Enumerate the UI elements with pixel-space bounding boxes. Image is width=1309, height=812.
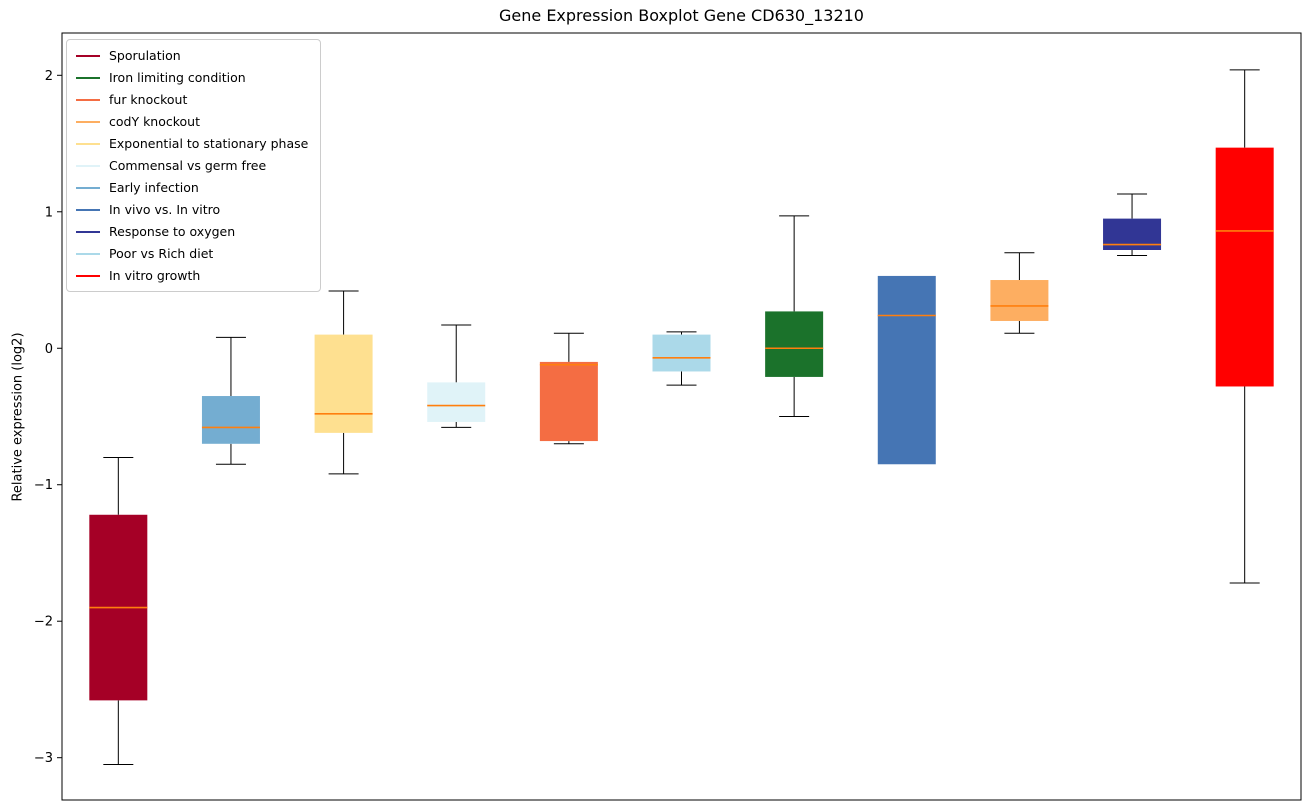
legend-item-label: Sporulation — [109, 48, 181, 63]
box-cody-knockout — [990, 280, 1049, 321]
legend-line-swatch — [76, 230, 100, 233]
legend-line-swatch — [76, 120, 100, 123]
plot-frame — [61, 32, 1302, 801]
legend-item-early-infection: Early infection — [76, 180, 308, 195]
y-tick-label: −3 — [34, 751, 53, 766]
legend-item-label: Iron limiting condition — [109, 70, 246, 85]
box-iron-limiting-condition — [765, 311, 824, 377]
box-in-vivo-vs-in-vitro — [877, 275, 936, 465]
box-early-infection — [201, 396, 260, 444]
y-tick-label: 0 — [45, 342, 53, 357]
legend-item-label: Exponential to stationary phase — [109, 136, 309, 151]
box-in-vitro-growth — [1215, 147, 1274, 387]
legend-line-swatch — [76, 252, 100, 255]
box-poor-vs-rich-diet — [652, 334, 711, 372]
legend-item-response-to-oxygen: Response to oxygen — [76, 224, 308, 239]
y-tick-label: −2 — [34, 615, 53, 630]
legend-line-swatch — [76, 208, 100, 211]
legend-item-poor-vs-rich-diet: Poor vs Rich diet — [76, 246, 308, 261]
legend-item-label: fur knockout — [109, 92, 188, 107]
legend-line-swatch — [76, 186, 100, 189]
legend-item-in-vitro-growth: In vitro growth — [76, 268, 308, 283]
legend: Sporulation Iron limiting condition fur kn… — [66, 39, 322, 292]
legend-item-sporulation: Sporulation — [76, 48, 308, 63]
box-commensal-vs-germ-free — [427, 382, 486, 422]
legend-item-cody-knockout: codY knockout — [76, 114, 308, 129]
legend-line-swatch — [76, 54, 100, 57]
box-fur-knockout — [539, 361, 598, 442]
legend-item-in-vivo-vs-in-vitro: In vivo vs. In vitro — [76, 202, 308, 217]
legend-item-label: Response to oxygen — [109, 224, 236, 239]
legend-line-swatch — [76, 274, 100, 277]
legend-line-swatch — [76, 98, 100, 101]
y-tick-label: 2 — [45, 69, 53, 84]
legend-item-label: Commensal vs germ free — [109, 158, 267, 173]
legend-item-label: In vitro growth — [109, 268, 201, 283]
legend-item-label: In vivo vs. In vitro — [109, 202, 221, 217]
chart-title: Gene Expression Boxplot Gene CD630_13210 — [499, 6, 864, 25]
legend-line-swatch — [76, 164, 100, 167]
legend-item-label: Early infection — [109, 180, 199, 195]
legend-item-iron-limiting-condition: Iron limiting condition — [76, 70, 308, 85]
legend-item-commensal-vs-germ-free: Commensal vs germ free — [76, 158, 308, 173]
y-tick-label: 1 — [45, 205, 53, 220]
legend-item-fur-knockout: fur knockout — [76, 92, 308, 107]
y-tick-label: −1 — [34, 478, 53, 493]
legend-line-swatch — [76, 142, 100, 145]
legend-item-exponential-to-stationary-phase: Exponential to stationary phase — [76, 136, 308, 151]
legend-line-swatch — [76, 76, 100, 79]
box-exponential-to-stationary-phase — [314, 334, 373, 433]
legend-item-label: Poor vs Rich diet — [109, 246, 214, 261]
legend-item-label: codY knockout — [109, 114, 201, 129]
